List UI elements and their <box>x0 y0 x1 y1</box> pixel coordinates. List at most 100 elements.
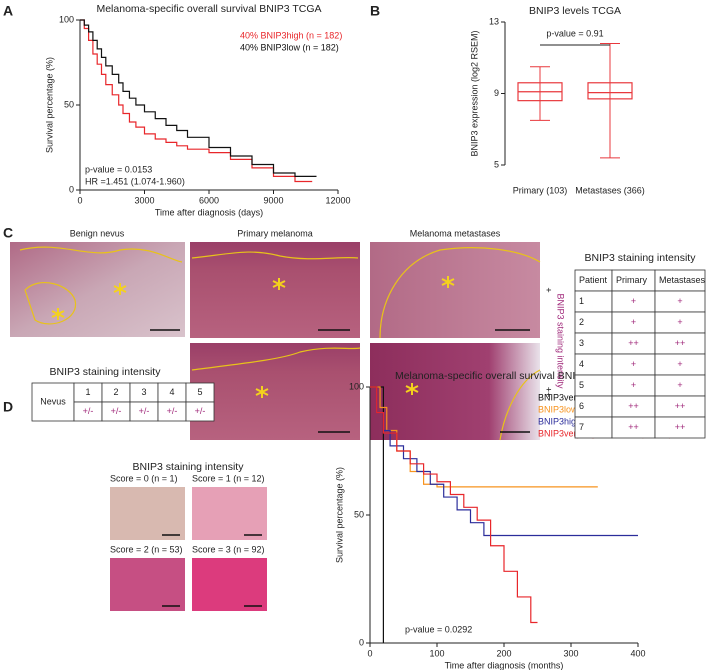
annotation: p-value = 0.0292 <box>405 624 472 634</box>
image-score-3 <box>192 558 267 611</box>
panel-title: BNIP3 staining intensity <box>133 461 245 473</box>
table-cell-text: 6 <box>579 401 584 411</box>
image-score-0 <box>110 487 185 540</box>
image-label: Score = 1 (n = 12) <box>192 473 265 483</box>
box <box>587 82 633 100</box>
table-cell-text: 4 <box>579 359 584 369</box>
image-primary-melanoma-2 <box>190 343 360 440</box>
image-metastases-2 <box>370 343 540 440</box>
border <box>19 246 183 263</box>
table-cell-text: + <box>631 317 636 327</box>
chart-title: BNIP3 levels TCGA <box>529 5 621 17</box>
table-header: 4 <box>169 387 174 397</box>
y-tick-label: 9 <box>494 88 499 98</box>
y-tick-label: 13 <box>489 16 499 26</box>
annotation: p-value = 0.91 <box>546 28 603 38</box>
border <box>191 251 359 260</box>
table-cell-text: +/- <box>111 406 122 416</box>
side-label: BNIP3 staining intensity <box>556 293 566 389</box>
x-tick-label: 200 <box>496 648 511 658</box>
x-tick-label: 9000 <box>263 195 283 205</box>
table-header: Nevus <box>40 396 66 406</box>
y-tick-label: 100 <box>59 14 74 24</box>
chart-title: Melanoma-specific overall survival BNIP3… <box>96 3 321 15</box>
border <box>24 281 77 325</box>
x-tick-label: 6000 <box>199 195 219 205</box>
y-tick-label: 0 <box>359 637 364 647</box>
table-header: 3 <box>141 387 146 397</box>
x-tick-label: 3000 <box>134 195 154 205</box>
y-tick-label: 50 <box>354 509 364 519</box>
image-primary-melanoma <box>190 242 360 338</box>
table-cell-text: + <box>631 380 636 390</box>
table-header: 5 <box>197 387 202 397</box>
table-header: Primary <box>616 275 647 285</box>
border <box>379 247 541 339</box>
survival-curve <box>80 19 313 183</box>
score-images <box>110 487 267 611</box>
y-tick-label: 0 <box>69 184 74 194</box>
y-tick-label: 5 <box>494 159 499 169</box>
table-cell-text: ++ <box>675 422 686 432</box>
table-cell-text: ++ <box>675 401 686 411</box>
table-cell <box>31 382 75 422</box>
intensity-level: ++ <box>544 387 554 398</box>
table-cell-text: 5 <box>579 380 584 390</box>
scale-bars <box>150 329 530 433</box>
image-label: Score = 2 (n = 53) <box>110 544 183 554</box>
x-tick-label: 100 <box>429 648 444 658</box>
table-cell-text: +/- <box>195 406 206 416</box>
survival-curve <box>80 19 317 177</box>
annotation: HR =1.451 (1.074-1.960) <box>85 176 185 186</box>
table-cell-text: ++ <box>628 401 639 411</box>
table-cell-text: +/- <box>139 406 150 416</box>
table-cell-text: 7 <box>579 422 584 432</box>
annotation: p-value = 0.0153 <box>85 164 152 174</box>
y-tick-label: 50 <box>64 99 74 109</box>
image-title: Melanoma metastases <box>410 228 501 238</box>
y-axis-label: Survival percentage (%) <box>334 467 344 563</box>
intensity-level: + <box>544 287 554 292</box>
x-tick-label: 12000 <box>325 195 350 205</box>
y-axis-label: BNIP3 expression (log2 RSEM) <box>469 30 479 156</box>
x-axis-label: Time after diagnosis (months) <box>445 660 564 670</box>
table-title: BNIP3 staining intensity <box>585 252 697 264</box>
panel-label: A <box>3 3 13 19</box>
table-cell-text: + <box>677 296 682 306</box>
x-tick-label: Primary (103) <box>513 185 568 195</box>
table-cell-text: ++ <box>628 422 639 432</box>
table-cell-text: +/- <box>167 406 178 416</box>
legend-entry: 40% BNIP3low (n = 182) <box>240 42 339 52</box>
image-metastases <box>370 242 540 338</box>
table-cell <box>185 401 215 422</box>
table-cell-text: 3 <box>579 338 584 348</box>
table-cell-text: ++ <box>628 338 639 348</box>
table-cell-text: + <box>677 317 682 327</box>
table-header: Patient <box>579 275 608 285</box>
table-header: 2 <box>113 387 118 397</box>
y-axis-label: Survival percentage (%) <box>44 57 54 153</box>
x-tick-label: 0 <box>367 648 372 658</box>
image-benign-nevus <box>10 242 185 337</box>
panel-label: C <box>3 225 13 241</box>
asterisks <box>51 276 455 398</box>
table-cell-text: + <box>677 359 682 369</box>
table-cell-text: + <box>631 359 636 369</box>
border <box>191 347 361 371</box>
legend-entry: 40% BNIP3high (n = 182) <box>240 30 342 40</box>
image-score-2 <box>110 558 185 611</box>
survival-curve <box>370 386 538 624</box>
table-header: Metastases <box>659 275 706 285</box>
panel-label: B <box>370 3 380 19</box>
image-title: Primary melanoma <box>237 228 313 238</box>
x-tick-label: 300 <box>563 648 578 658</box>
image-title: Benign nevus <box>70 228 125 238</box>
histology-images <box>10 242 541 441</box>
x-tick-label: 400 <box>630 648 645 658</box>
table-title: BNIP3 staining intensity <box>50 366 162 378</box>
panel-label: D <box>3 399 13 415</box>
scale-bars <box>162 534 262 607</box>
x-tick-label: Metastases (366) <box>575 185 645 195</box>
border <box>499 369 541 441</box>
